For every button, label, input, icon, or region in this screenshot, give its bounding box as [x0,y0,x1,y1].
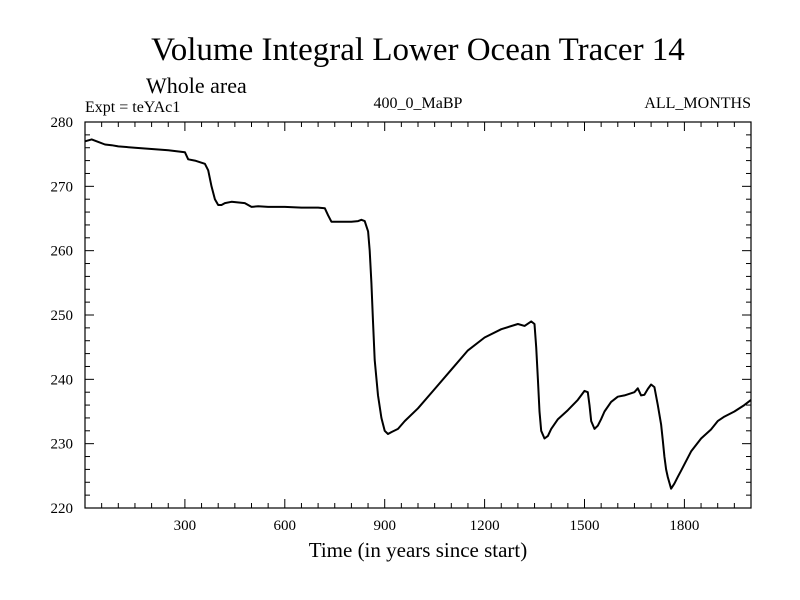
x-tick-label: 1800 [669,518,699,534]
run-label: 400_0_MaBP [374,95,463,112]
y-tick-label: 260 [51,244,74,260]
x-tick-label: 300 [174,518,197,534]
y-axis: 220 230 240 250 260 270 280 [51,115,751,517]
months-label: ALL_MONTHS [644,95,751,112]
series-group [84,138,752,490]
y-tick-label: 220 [51,501,74,517]
x-tick-label: 900 [373,518,396,534]
y-tick-label: 230 [51,437,74,453]
x-tick-label: 1200 [470,518,500,534]
x-tick-label: 1500 [570,518,600,534]
chart-subtitle: Whole area [146,73,247,98]
x-axis: 300 600 900 1200 1500 1800 [101,122,735,534]
plot-frame [84,121,752,509]
y-tick-label: 280 [51,115,74,131]
x-axis-label: Time (in years since start) [309,538,528,562]
chart-title: Volume Integral Lower Ocean Tracer 14 [151,32,685,68]
expt-label: Expt = teYAc1 [85,99,180,116]
series-line [84,138,752,490]
y-tick-label: 270 [51,179,74,195]
x-tick-label: 600 [274,518,297,534]
y-tick-label: 250 [51,308,74,324]
y-tick-label: 240 [51,372,74,388]
